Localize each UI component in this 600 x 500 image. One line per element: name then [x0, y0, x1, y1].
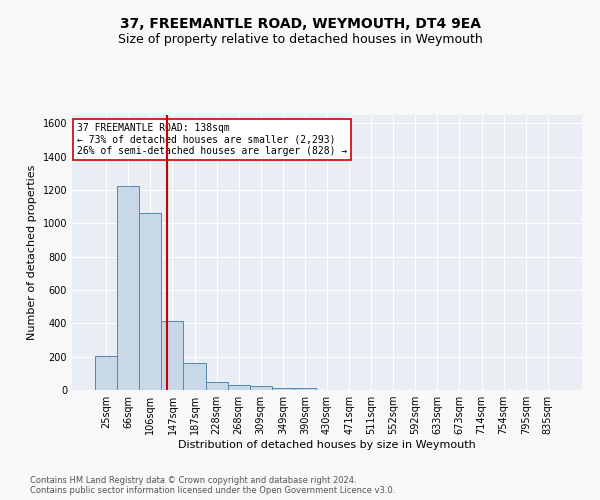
Bar — [117, 186, 139, 390]
Y-axis label: Number of detached properties: Number of detached properties — [27, 165, 37, 340]
Bar — [139, 212, 161, 390]
Bar — [227, 386, 250, 390]
Text: 37 FREEMANTLE ROAD: 138sqm
← 73% of detached houses are smaller (2,293)
26% of s: 37 FREEMANTLE ROAD: 138sqm ← 73% of deta… — [77, 123, 347, 156]
Bar — [206, 382, 227, 390]
Bar — [161, 321, 184, 390]
Text: 37, FREEMANTLE ROAD, WEYMOUTH, DT4 9EA: 37, FREEMANTLE ROAD, WEYMOUTH, DT4 9EA — [119, 18, 481, 32]
Bar — [272, 388, 294, 390]
X-axis label: Distribution of detached houses by size in Weymouth: Distribution of detached houses by size … — [178, 440, 476, 450]
Bar — [294, 388, 316, 390]
Text: Size of property relative to detached houses in Weymouth: Size of property relative to detached ho… — [118, 32, 482, 46]
Bar — [95, 356, 117, 390]
Bar — [250, 386, 272, 390]
Bar — [184, 362, 206, 390]
Text: Contains HM Land Registry data © Crown copyright and database right 2024.
Contai: Contains HM Land Registry data © Crown c… — [30, 476, 395, 495]
